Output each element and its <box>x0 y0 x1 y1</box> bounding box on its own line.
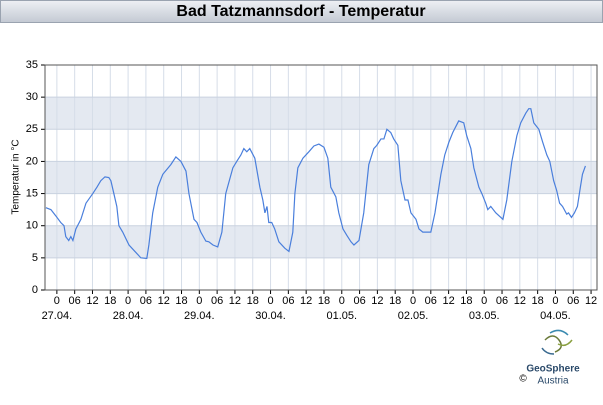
grid-band <box>45 225 597 258</box>
x-tick-label: 06 <box>140 295 152 307</box>
x-tick-label: 18 <box>389 295 401 307</box>
x-tick-label: 12 <box>371 295 383 307</box>
logo-swirl <box>544 335 562 353</box>
x-tick-label: 18 <box>318 295 330 307</box>
x-tick-label: 06 <box>353 295 365 307</box>
x-tick-label: 12 <box>514 295 526 307</box>
logo-swirl <box>557 339 573 347</box>
x-date-label: 04.05. <box>540 310 571 322</box>
plot-border <box>44 64 598 291</box>
x-tick-label: 0 <box>339 295 345 307</box>
y-tick-label: 20 <box>26 155 38 167</box>
x-tick-label: 12 <box>86 295 98 307</box>
x-tick-label: 18 <box>532 295 544 307</box>
x-tick-label: 12 <box>158 295 170 307</box>
grid-band <box>45 161 597 194</box>
x-tick-label: 06 <box>425 295 437 307</box>
x-tick-label: 12 <box>442 295 454 307</box>
logo-swirl <box>549 329 569 336</box>
plot: 0 06 12 18 0 06 12 18 0 06 12 18 0 06 12 18 0 06 12 18 0 06 12… <box>26 59 598 322</box>
x-tick-label: 0 <box>410 295 416 307</box>
chart-title: Bad Tatzmannsdorf - Temperatur <box>176 3 425 20</box>
brand: GeoSphere <box>526 364 580 375</box>
x-tick-label: 12 <box>585 295 597 307</box>
x-tick-label: 06 <box>567 295 579 307</box>
y-tick-label: 5 <box>32 252 38 264</box>
x-tick-label: 06 <box>211 295 223 307</box>
y-tick-label: 10 <box>26 220 38 232</box>
x-tick-label: 0 <box>125 295 131 307</box>
x-date-label: 28.04. <box>113 310 144 322</box>
x-tick-label: 12 <box>229 295 241 307</box>
y-tick-label: 30 <box>26 91 38 103</box>
x-tick-label: 0 <box>267 295 273 307</box>
y-tick-label: 35 <box>26 59 38 71</box>
x-tick-label: 0 <box>481 295 487 307</box>
x-tick-label: 18 <box>104 295 116 307</box>
x-date-label: 03.05. <box>469 310 500 322</box>
x-tick-label: 06 <box>282 295 294 307</box>
x-date-label: 01.05. <box>326 310 357 322</box>
temperature-line <box>45 108 586 260</box>
copyright: © <box>519 374 527 385</box>
x-date-label: 29.04. <box>184 310 215 322</box>
logo-swirl <box>541 347 555 355</box>
x-date-label: 30.04. <box>255 310 286 322</box>
x-tick-label: 12 <box>300 295 312 307</box>
y-tick-label: 25 <box>26 123 38 135</box>
x-tick-label: 18 <box>247 295 259 307</box>
country: Austria <box>537 376 569 387</box>
y-tick-label: 0 <box>32 284 38 296</box>
x-date-label: 27.04. <box>42 310 73 322</box>
x-tick-label: 06 <box>69 295 81 307</box>
logo <box>541 329 573 355</box>
x-tick-label: 0 <box>196 295 202 307</box>
x-tick-label: 06 <box>496 295 508 307</box>
x-tick-label: 0 <box>552 295 558 307</box>
x-tick-label: 0 <box>54 295 60 307</box>
x-date-label: 02.05. <box>398 310 429 322</box>
y-axis-label: Temperatur in °C <box>11 139 22 214</box>
y-tick-label: 15 <box>26 187 38 199</box>
grid-band <box>45 97 597 130</box>
x-tick-label: 18 <box>460 295 472 307</box>
x-tick-label: 18 <box>175 295 187 307</box>
